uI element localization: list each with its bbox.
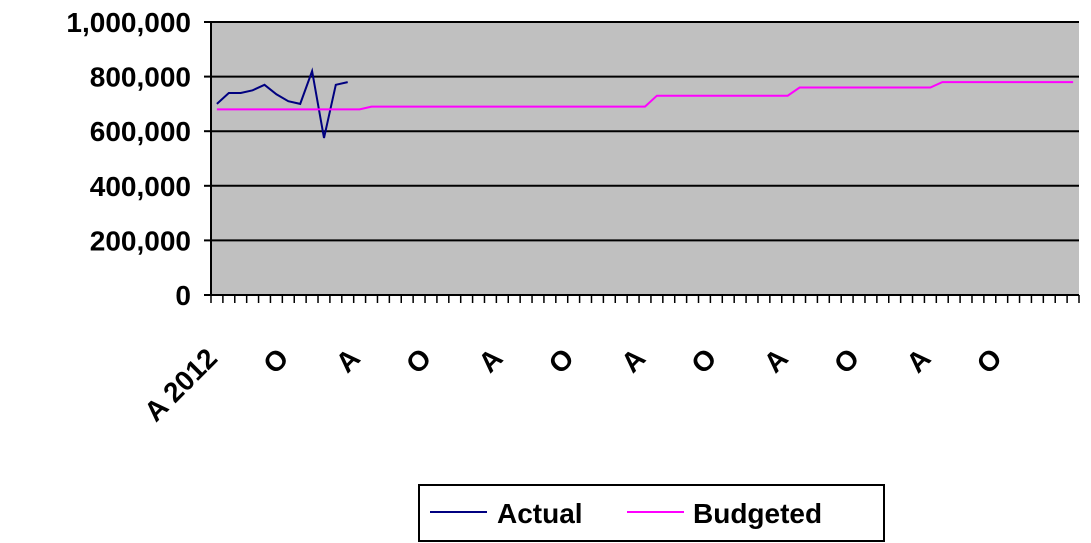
series-line-budgeted <box>216 81 1074 111</box>
x-tick-label: A <box>472 342 508 378</box>
y-axis-tick-labels: 0 200,000 400,000 600,000 800,000 1,000,000 <box>66 7 191 311</box>
plot-area <box>211 22 1079 295</box>
gridlines <box>204 21 1079 296</box>
legend-actual-label: Actual <box>497 498 583 529</box>
x-tick-label: O <box>685 342 722 379</box>
series-lines <box>216 67 1074 139</box>
x-tick-label: A <box>330 342 366 378</box>
y-tick-label: 600,000 <box>90 116 191 147</box>
y-tick-label: 200,000 <box>90 225 191 256</box>
y-tick-label: 1,000,000 <box>66 7 191 38</box>
y-tick-label: 800,000 <box>90 62 191 93</box>
x-axis <box>210 22 1080 303</box>
x-tick-label: O <box>543 342 580 379</box>
x-axis-tick-labels: A 2012 O A O A O A O A O A O <box>138 342 1008 427</box>
x-tick-label: O <box>257 342 294 379</box>
x-tick-label: O <box>828 342 865 379</box>
x-tick-label: A <box>900 342 936 378</box>
y-tick-label: 0 <box>175 280 191 311</box>
x-tick-label: A 2012 <box>138 342 223 427</box>
x-tick-label: A <box>758 342 794 378</box>
series-line-actual <box>216 67 348 139</box>
legend-budgeted-label: Budgeted <box>693 498 822 529</box>
x-tick-label: O <box>971 342 1008 379</box>
x-tick-label: A <box>615 342 651 378</box>
x-tick-label: O <box>400 342 437 379</box>
y-tick-label: 400,000 <box>90 171 191 202</box>
legend: Actual Budgeted <box>418 484 885 542</box>
